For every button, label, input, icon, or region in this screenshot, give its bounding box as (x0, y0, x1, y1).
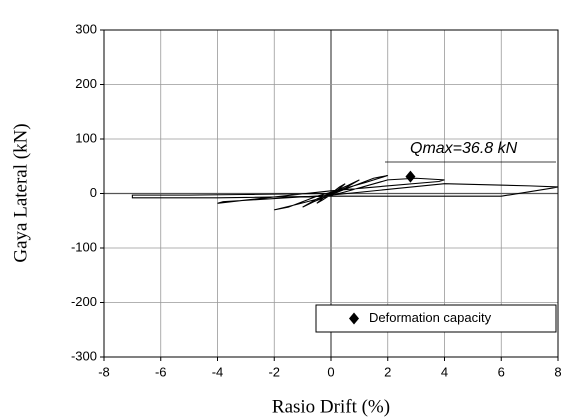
y-axis-title: Gaya Lateral (kN) (10, 123, 31, 262)
x-tick-label: -6 (155, 364, 167, 379)
y-tick-label: -300 (71, 348, 97, 363)
x-tick-label: -8 (98, 364, 110, 379)
y-tick-label: 100 (75, 130, 97, 145)
x-tick-label: 4 (441, 364, 448, 379)
x-tick-label: 6 (498, 364, 505, 379)
data-point (405, 170, 416, 183)
x-tick-label: -2 (268, 364, 280, 379)
y-tick-label: -100 (71, 239, 97, 254)
x-tick-label: -4 (212, 364, 224, 379)
annotation: Qmax=36.8 kN (410, 140, 518, 157)
legend-label: Deformation capacity (369, 310, 492, 325)
x-tick-label: 2 (384, 364, 391, 379)
x-tick-label: 0 (327, 364, 334, 379)
y-tick-label: 300 (75, 21, 97, 36)
x-axis-title: Rasio Drift (%) (272, 396, 390, 417)
plot-frame (103, 29, 559, 358)
y-tick-label: -200 (71, 294, 97, 309)
x-tick-label: 8 (554, 364, 561, 379)
y-tick-label: 0 (90, 185, 97, 200)
y-tick-label: 200 (75, 76, 97, 91)
hysteresis-curve (131, 174, 559, 211)
legend-marker (349, 312, 359, 325)
